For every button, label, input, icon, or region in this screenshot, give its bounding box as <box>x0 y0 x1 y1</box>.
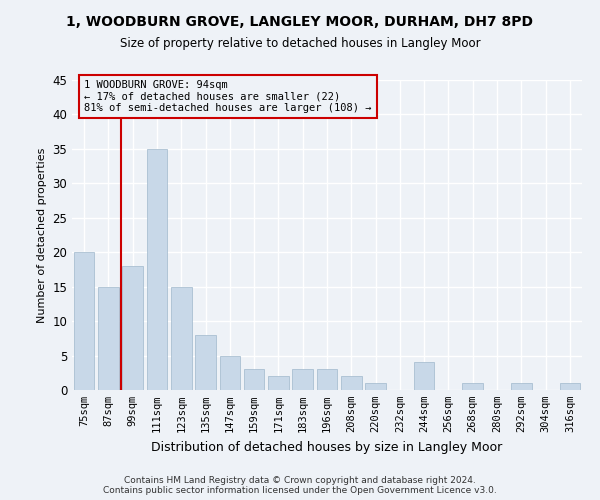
Bar <box>195 335 216 390</box>
Text: 1, WOODBURN GROVE, LANGLEY MOOR, DURHAM, DH7 8PD: 1, WOODBURN GROVE, LANGLEY MOOR, DURHAM,… <box>67 15 533 29</box>
Bar <box>244 370 265 390</box>
Bar <box>171 286 191 390</box>
Text: Size of property relative to detached houses in Langley Moor: Size of property relative to detached ho… <box>119 38 481 51</box>
Text: 1 WOODBURN GROVE: 94sqm
← 17% of detached houses are smaller (22)
81% of semi-de: 1 WOODBURN GROVE: 94sqm ← 17% of detache… <box>84 80 371 113</box>
Bar <box>317 370 337 390</box>
Bar <box>122 266 143 390</box>
Bar <box>463 383 483 390</box>
Bar <box>220 356 240 390</box>
X-axis label: Distribution of detached houses by size in Langley Moor: Distribution of detached houses by size … <box>151 440 503 454</box>
Bar <box>365 383 386 390</box>
Y-axis label: Number of detached properties: Number of detached properties <box>37 148 47 322</box>
Bar <box>560 383 580 390</box>
Bar <box>98 286 119 390</box>
Bar <box>511 383 532 390</box>
Text: Contains HM Land Registry data © Crown copyright and database right 2024.
Contai: Contains HM Land Registry data © Crown c… <box>103 476 497 495</box>
Bar <box>268 376 289 390</box>
Bar <box>292 370 313 390</box>
Bar <box>146 149 167 390</box>
Bar <box>74 252 94 390</box>
Bar <box>341 376 362 390</box>
Bar <box>414 362 434 390</box>
